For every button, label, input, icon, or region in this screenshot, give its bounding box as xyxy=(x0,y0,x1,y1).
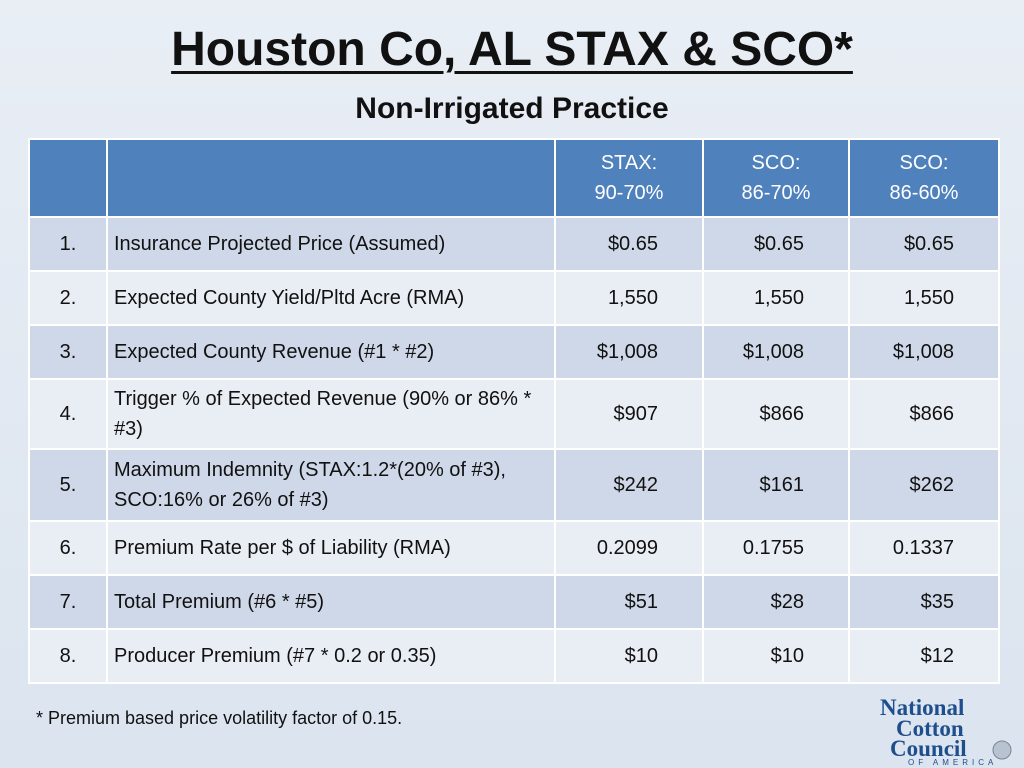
cell-sco-60: $866 xyxy=(848,378,1000,450)
header-sco-60: SCO: 86-60% xyxy=(848,138,1000,218)
row-number: 3. xyxy=(28,324,108,380)
cell-sco-70: $1,008 xyxy=(702,324,850,380)
cell-sco-60: $0.65 xyxy=(848,216,1000,272)
table-row: 5. Maximum Indemnity (STAX:1.2*(20% of #… xyxy=(28,448,1000,522)
row-label: Insurance Projected Price (Assumed) xyxy=(106,216,556,272)
table-row: 7. Total Premium (#6 * #5) $51 $28 $35 xyxy=(28,574,1000,630)
footnote: * Premium based price volatility factor … xyxy=(36,708,403,728)
table-row: 3. Expected County Revenue (#1 * #2) $1,… xyxy=(28,324,1000,380)
data-table: STAX: 90-70% SCO: 86-70% SCO: 86-60% 1. Ins… xyxy=(28,138,1000,684)
cell-sco-60: 1,550 xyxy=(848,270,1000,326)
row-label: Expected County Revenue (#1 * #2) xyxy=(106,324,556,380)
table-row: 2. Expected County Yield/Pltd Acre (RMA)… xyxy=(28,270,1000,326)
row-number: 1. xyxy=(28,216,108,272)
row-number: 5. xyxy=(28,448,108,522)
cell-stax: $1,008 xyxy=(554,324,704,380)
header-stax: STAX: 90-70% xyxy=(554,138,704,218)
cell-stax: $10 xyxy=(554,628,704,684)
row-label: Maximum Indemnity (STAX:1.2*(20% of #3),… xyxy=(106,448,556,522)
table-row: 6. Premium Rate per $ of Liability (RMA)… xyxy=(28,520,1000,576)
row-label: Total Premium (#6 * #5) xyxy=(106,574,556,630)
cell-sco-70: $10 xyxy=(702,628,850,684)
logo-emblem-icon xyxy=(992,740,1012,760)
table-header-row: STAX: 90-70% SCO: 86-70% SCO: 86-60% xyxy=(28,138,1000,218)
row-number: 6. xyxy=(28,520,108,576)
cell-sco-70: 0.1755 xyxy=(702,520,850,576)
row-number: 8. xyxy=(28,628,108,684)
cell-stax: $0.65 xyxy=(554,216,704,272)
logo-line-3: Council xyxy=(890,736,967,761)
cell-sco-70: $161 xyxy=(702,448,850,522)
logo-line-4: OF AMERICA xyxy=(908,758,997,766)
table-row: 1. Insurance Projected Price (Assumed) $… xyxy=(28,216,1000,272)
cell-sco-60: 0.1337 xyxy=(848,520,1000,576)
row-number: 7. xyxy=(28,574,108,630)
cell-sco-70: $866 xyxy=(702,378,850,450)
page-subtitle: Non-Irrigated Practice xyxy=(355,92,669,125)
table-row: 8. Producer Premium (#7 * 0.2 or 0.35) $… xyxy=(28,628,1000,684)
row-label: Producer Premium (#7 * 0.2 or 0.35) xyxy=(106,628,556,684)
cell-stax: $907 xyxy=(554,378,704,450)
cell-sco-70: 1,550 xyxy=(702,270,850,326)
cell-sco-70: $0.65 xyxy=(702,216,850,272)
logo-line-1: National xyxy=(880,695,964,720)
cell-sco-60: $1,008 xyxy=(848,324,1000,380)
row-label: Trigger % of Expected Revenue (90% or 86… xyxy=(106,378,556,450)
cell-stax: $242 xyxy=(554,448,704,522)
page-title: Houston Co, AL STAX & SCO* xyxy=(0,20,1024,80)
cell-sco-70: $28 xyxy=(702,574,850,630)
header-blank-num xyxy=(28,138,108,218)
header-blank-label xyxy=(106,138,556,218)
national-cotton-council-logo: National Cotton Council OF AMERICA xyxy=(880,695,1012,766)
row-label: Expected County Yield/Pltd Acre (RMA) xyxy=(106,270,556,326)
row-number: 4. xyxy=(28,378,108,450)
cell-stax: 1,550 xyxy=(554,270,704,326)
logo-line-2: Cotton xyxy=(896,716,964,741)
row-label: Premium Rate per $ of Liability (RMA) xyxy=(106,520,556,576)
cell-sco-60: $262 xyxy=(848,448,1000,522)
cell-stax: $51 xyxy=(554,574,704,630)
table-row: 4. Trigger % of Expected Revenue (90% or… xyxy=(28,378,1000,450)
row-number: 2. xyxy=(28,270,108,326)
title-text: Houston Co, AL STAX & SCO* xyxy=(171,23,853,76)
header-sco-70: SCO: 86-70% xyxy=(702,138,850,218)
cell-stax: 0.2099 xyxy=(554,520,704,576)
cell-sco-60: $12 xyxy=(848,628,1000,684)
cell-sco-60: $35 xyxy=(848,574,1000,630)
